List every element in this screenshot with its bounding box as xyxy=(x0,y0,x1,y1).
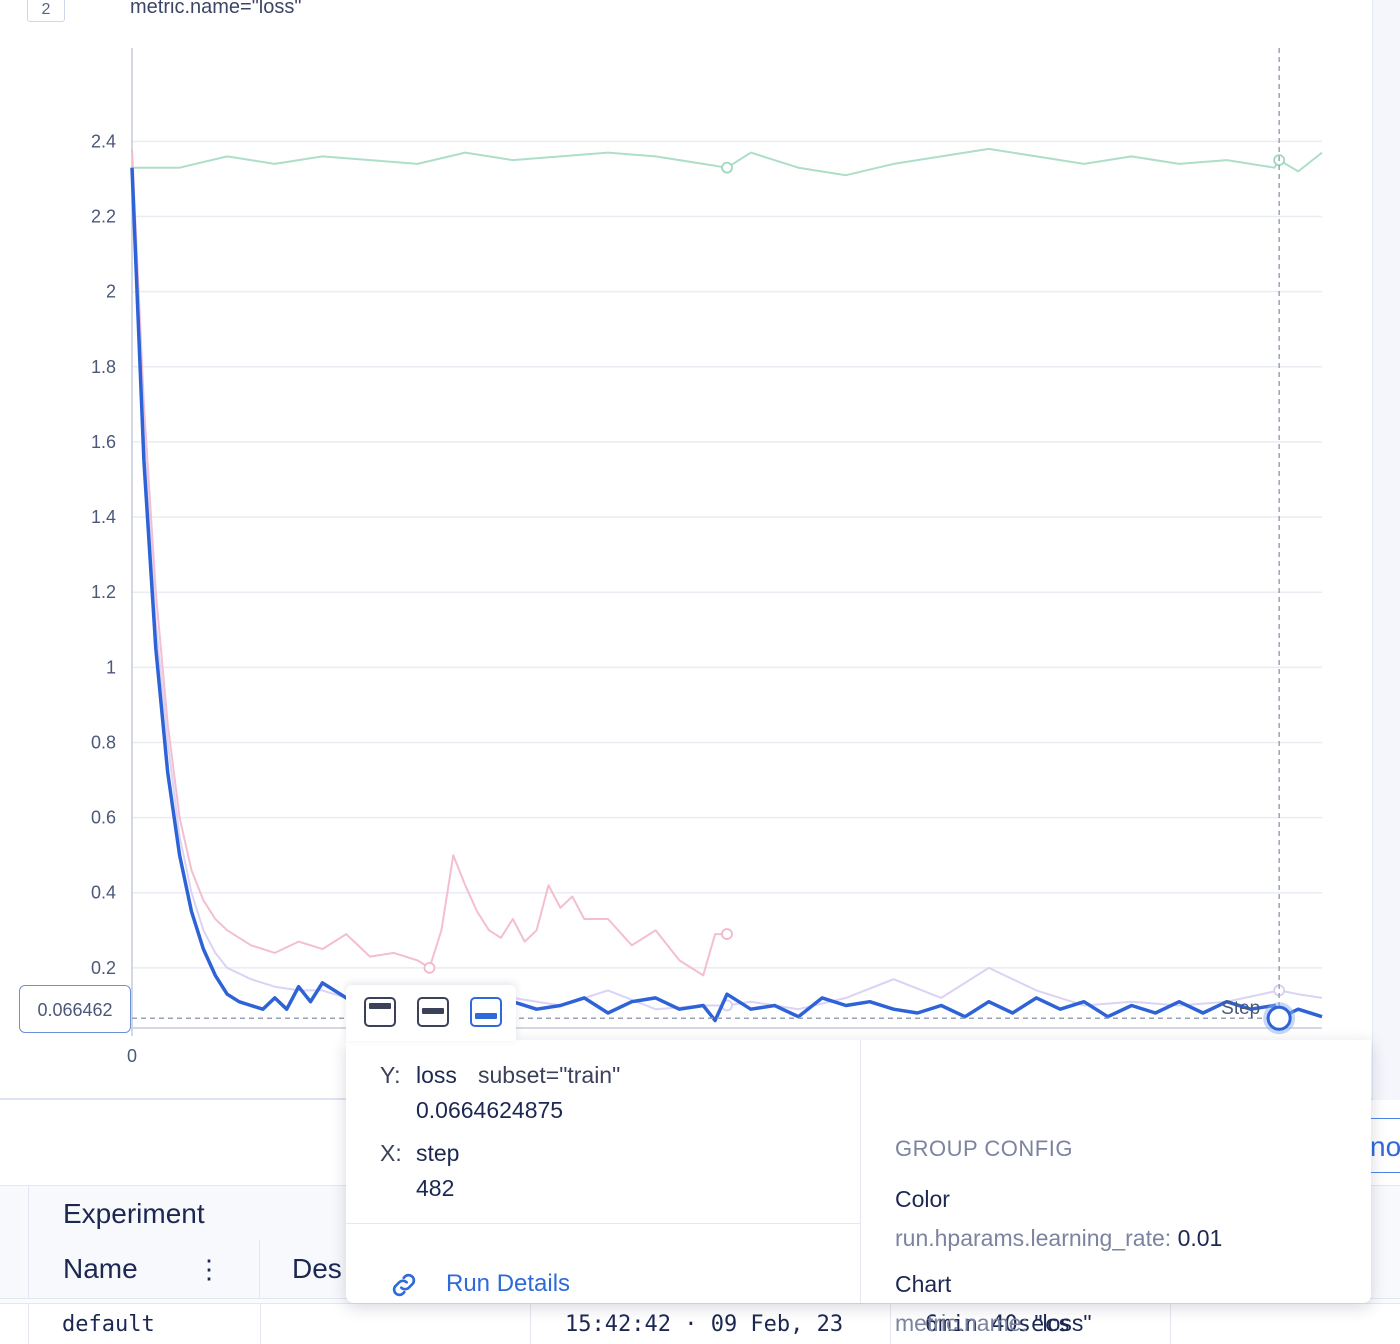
align-bottom-icon[interactable] xyxy=(470,997,502,1027)
chart-config-key: metric.name: xyxy=(895,1310,1028,1336)
y-tick-label: 1.6 xyxy=(91,432,116,452)
table-row[interactable]: default 15:42:42 · 09 Feb, 23 6min 40sec… xyxy=(0,1303,1400,1344)
row-separator xyxy=(890,1304,891,1344)
run-name-cell: default xyxy=(62,1312,155,1337)
x-tick-label: 0 xyxy=(127,1046,137,1066)
color-config-value: 0.01 xyxy=(1177,1225,1223,1251)
y-axis-readout: 0.066462 xyxy=(19,985,131,1033)
y-metric-context: subset="train" xyxy=(478,1062,621,1088)
series-line-3 xyxy=(131,167,1323,1011)
y-tick-label: 1.4 xyxy=(91,507,116,527)
x-label: X: xyxy=(380,1140,402,1166)
y-label: Y: xyxy=(380,1062,401,1088)
row-separator xyxy=(260,1304,261,1344)
color-config-key: run.hparams.learning_rate: xyxy=(895,1225,1172,1251)
name-column-header[interactable]: Name xyxy=(28,1240,260,1298)
y-tick-label: 1.8 xyxy=(91,357,116,377)
group-config-heading: GROUP CONFIG xyxy=(895,1136,1073,1161)
y-tick-label: 0.2 xyxy=(91,958,116,978)
y-tick-label: 2 xyxy=(106,282,116,302)
y-tick-label: 1 xyxy=(106,657,116,677)
group-config: GROUP CONFIG Color run.hparams.learning_… xyxy=(860,1040,1372,1336)
run-details-label: Run Details xyxy=(446,1270,571,1297)
chart-title: metric.name="loss" xyxy=(130,0,302,18)
chart-panel: 2 metric.name="loss" 2.4 2.2 2 1.8 1.6 1.4 1.2… xyxy=(0,0,1372,1098)
chart-index-badge: 2 xyxy=(27,0,65,22)
series-line-1 xyxy=(132,147,1323,177)
step-label: Step xyxy=(1221,998,1260,1019)
y-metric-name: loss xyxy=(416,1062,457,1088)
y-tick-label: 2.4 xyxy=(91,131,116,151)
right-panel-edge xyxy=(1372,0,1400,1100)
column-menu-icon[interactable]: ⋮ xyxy=(196,1254,222,1284)
row-separator xyxy=(28,1304,29,1344)
y-tick-label: 2.2 xyxy=(91,206,116,226)
series-line-2 xyxy=(131,148,727,977)
run-date-cell: 15:42:42 · 09 Feb, 23 xyxy=(565,1312,844,1337)
tooltip-body xyxy=(346,1040,1371,1303)
x-metric-name: step xyxy=(416,1140,460,1166)
point-tooltip: Y: loss subset="train" 0.0664624875 X: s… xyxy=(346,985,1372,1336)
row-separator xyxy=(530,1304,531,1344)
loss-chart[interactable]: 2.4 2.2 2 1.8 1.6 1.4 1.2 1 0.8 0.6 0.4 0.2 0 Step xyxy=(0,0,1372,1098)
series-line-4 xyxy=(130,167,1323,1023)
series-marker xyxy=(423,961,436,974)
align-middle-icon[interactable] xyxy=(417,997,449,1027)
description-column-header[interactable]: Des xyxy=(292,1253,342,1284)
run-duration-cell: 6min 40secs xyxy=(925,1312,1071,1337)
chart-heading: Chart xyxy=(895,1271,952,1297)
y-tick-label: 0.8 xyxy=(91,732,116,752)
y-tick-label: 0.6 xyxy=(91,808,116,828)
name-column-label: Name xyxy=(63,1253,138,1284)
chart-config-line: metric.name: "loss" xyxy=(895,1310,1092,1337)
y-tick-label: 1.2 xyxy=(91,582,116,602)
color-config-line: run.hparams.learning_rate: 0.01 xyxy=(895,1225,1222,1252)
tooltip-separator xyxy=(346,1223,860,1224)
x-value: 482 xyxy=(416,1175,455,1201)
link-icon xyxy=(392,1273,416,1297)
series-marker xyxy=(721,161,733,174)
experiment-column-group: Experiment xyxy=(28,1186,368,1241)
tooltip-toolbar xyxy=(346,985,516,1041)
row-separator xyxy=(1170,1304,1171,1344)
align-top-icon[interactable] xyxy=(364,997,396,1027)
color-heading: Color xyxy=(895,1186,950,1212)
tooltip-values: Y: loss subset="train" 0.0664624875 X: s… xyxy=(346,1040,860,1303)
active-point xyxy=(1266,1005,1292,1031)
chart-config-value: "loss" xyxy=(1034,1310,1092,1336)
y-value: 0.0664624875 xyxy=(416,1097,564,1123)
series-marker xyxy=(721,928,733,940)
y-tick-label: 0.4 xyxy=(91,883,116,903)
